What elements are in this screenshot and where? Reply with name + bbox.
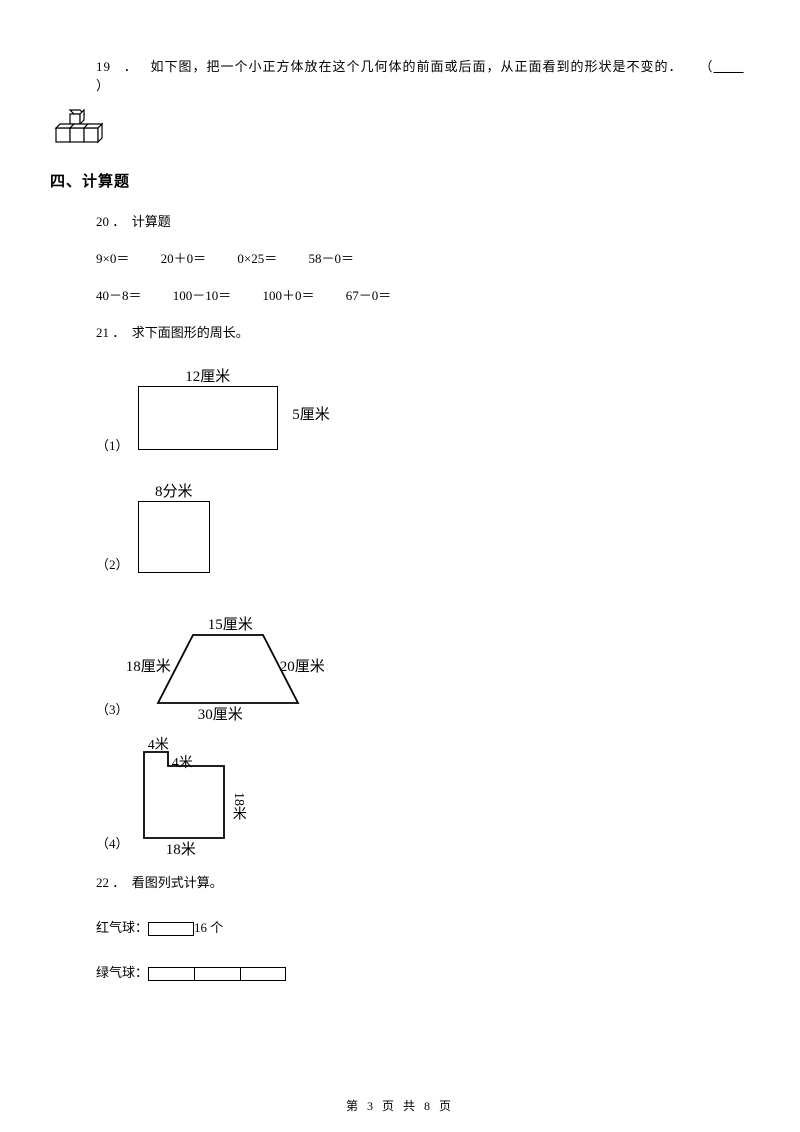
red-balloon-row: 红气球： 16 个 — [96, 917, 750, 936]
footer-suffix: 页 — [439, 1099, 454, 1113]
footer-page: 3 — [367, 1099, 376, 1113]
shape4-topsmall: 4米 — [148, 734, 169, 754]
q21-title: 求下面图形的周长。 — [132, 325, 249, 340]
calc-item: 100＋0＝ — [263, 285, 315, 304]
q19-blank[interactable]: ____ — [714, 59, 744, 75]
calc-item: 40－8＝ — [96, 285, 142, 304]
red-count: 16 个 — [194, 920, 223, 935]
calc-row-2: 40－8＝ 100－10＝ 100＋0＝ 67－0＝ — [96, 285, 750, 304]
q22-num: 22 — [96, 875, 109, 890]
green-balloon-row: 绿气球： — [96, 962, 750, 981]
question-21: 21 ． 求下面图形的周长。 — [96, 322, 750, 341]
cube-figure — [50, 108, 750, 152]
footer-total: 8 — [424, 1099, 433, 1113]
calc-row-1: 9×0＝ 20＋0＝ 0×25＝ 58－0＝ — [96, 248, 750, 267]
shape2-label: （2） — [96, 554, 129, 573]
red-label: 红气球： — [96, 920, 148, 935]
shape-3: （3） 15厘米 18厘米 20厘米 30厘米 — [96, 613, 750, 718]
q19-text: 如下图，把一个小正方体放在这个几何体的前面或后面，从正面看到的形状是不变的． — [151, 59, 683, 74]
calc-item: 20＋0＝ — [161, 248, 207, 267]
q19-paren-close: ） — [96, 78, 110, 93]
question-22: 22 ． 看图列式计算。 — [96, 872, 750, 891]
calc-item: 100－10＝ — [173, 285, 232, 304]
calc-item: 67－0＝ — [346, 285, 392, 304]
calc-item: 0×25＝ — [237, 248, 277, 267]
q21-dot: ． — [112, 325, 125, 340]
shape-1: （1） 12厘米 5厘米 — [96, 365, 750, 454]
q20-dot: ． — [112, 214, 125, 229]
shape3-left: 18厘米 — [126, 655, 171, 676]
shape4-bottom: 18米 — [166, 838, 196, 859]
q22-dot: ． — [112, 875, 125, 890]
q19-paren-open: （ — [700, 59, 714, 74]
q19-dot: ． — [124, 59, 138, 74]
shape3-top: 15厘米 — [208, 613, 253, 634]
calc-item: 9×0＝ — [96, 248, 129, 267]
shape4-rightsmall: 4米 — [172, 752, 193, 772]
shape2-top: 8分米 — [138, 480, 210, 501]
shape-2: （2） 8分米 — [96, 480, 750, 573]
shape1-right: 5厘米 — [292, 403, 330, 424]
q22-title: 看图列式计算。 — [132, 875, 223, 890]
shape3-bottom: 30厘米 — [198, 703, 243, 724]
shape3-right: 20厘米 — [280, 655, 325, 676]
section-4-title: 四、计算题 — [50, 170, 750, 191]
shape1-top: 12厘米 — [138, 365, 278, 386]
question-20: 20 ． 计算题 — [96, 211, 750, 230]
calc-item: 58－0＝ — [308, 248, 354, 267]
question-19: 19 ． 如下图，把一个小正方体放在这个几何体的前面或后面，从正面看到的形状是不… — [96, 56, 750, 94]
footer-mid: 页 共 — [382, 1099, 418, 1113]
q20-num: 20 — [96, 214, 109, 229]
shape4-label: （4） — [96, 833, 129, 852]
q21-num: 21 — [96, 325, 109, 340]
page-footer: 第 3 页 共 8 页 — [0, 1097, 800, 1114]
q20-title: 计算题 — [132, 214, 171, 229]
green-label: 绿气球： — [96, 965, 148, 980]
shape-4: （4） 4米 4米 18米 18米 — [96, 732, 750, 852]
shape4-right: 18米 — [228, 792, 248, 820]
shape1-label: （1） — [96, 435, 129, 454]
footer-prefix: 第 — [346, 1099, 361, 1113]
q19-num: 19 — [96, 59, 111, 74]
shape3-label: （3） — [96, 699, 129, 718]
